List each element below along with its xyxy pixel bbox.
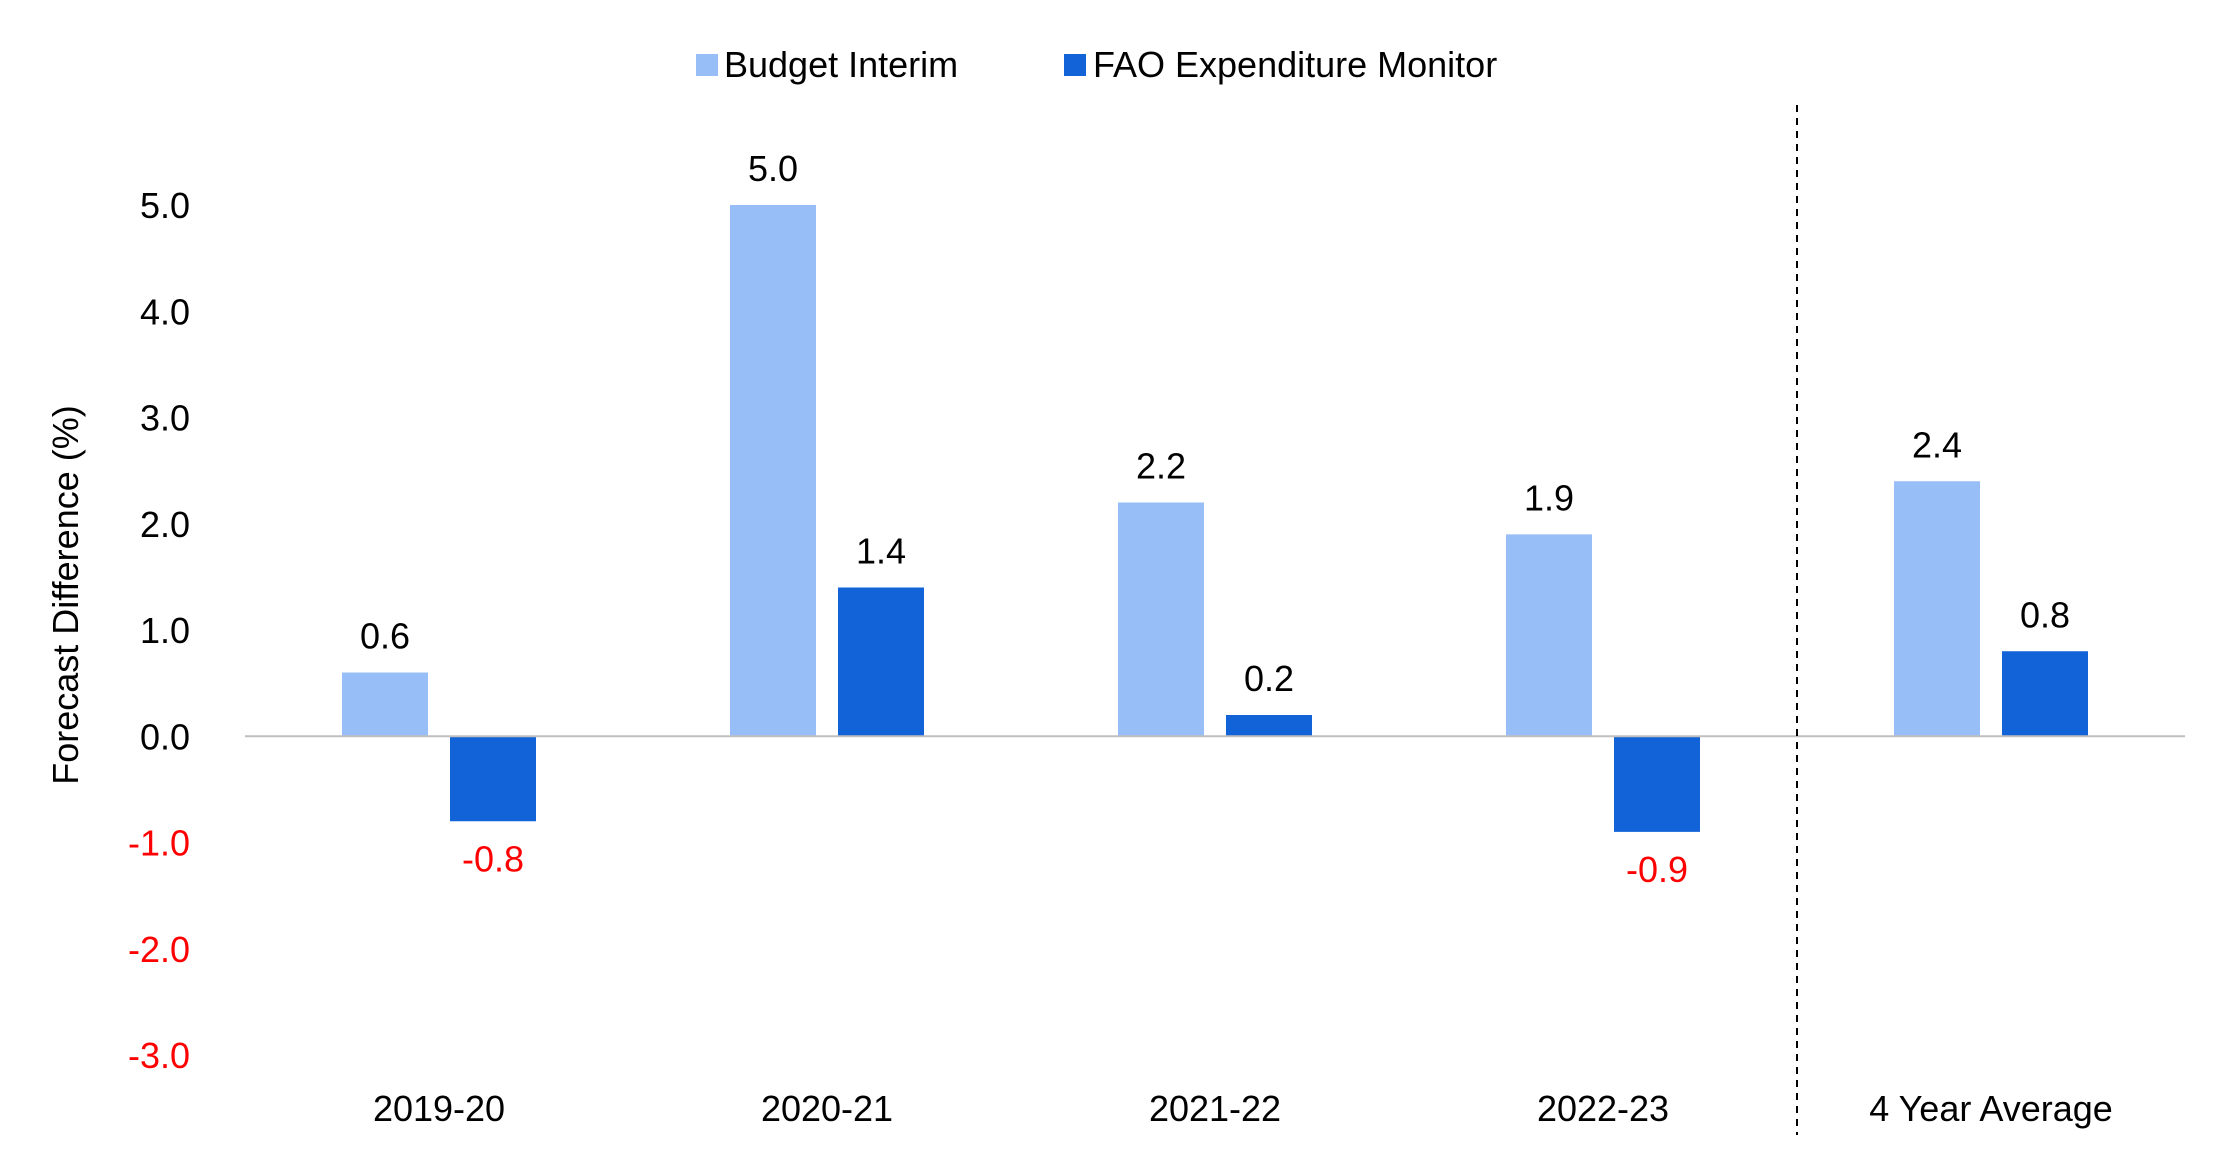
legend-label-2: FAO Expenditure Monitor (1093, 44, 1497, 85)
legend: Budget Interim FAO Expenditure Monitor (696, 44, 1497, 85)
bar-s2-2019-20 (450, 736, 536, 822)
y-axis-ticks: 5.0 4.0 3.0 2.0 1.0 0.0 -1.0 -2.0 -3.0 (128, 185, 190, 1076)
bars (342, 205, 2088, 832)
data-label: 5.0 (748, 148, 798, 189)
data-label: 2.4 (1912, 424, 1962, 465)
y-tick-label: 4.0 (140, 291, 190, 332)
data-labels: 0.6 5.0 2.2 1.9 2.4 -0.8 1.4 0.2 -0.9 0.8 (360, 148, 2070, 890)
y-axis-title: Forecast Difference (%) (45, 405, 86, 784)
data-label: -0.8 (462, 838, 524, 879)
bar-s1-2022-23 (1506, 534, 1592, 737)
legend-swatch-1 (696, 54, 718, 76)
x-tick-label: 2020-21 (761, 1088, 893, 1129)
bar-s1-4-year-average (1894, 481, 1980, 737)
bar-s1-2020-21 (730, 205, 816, 737)
bar-s2-2020-21 (838, 587, 924, 737)
y-tick-label: -2.0 (128, 929, 190, 970)
data-label: 0.6 (360, 616, 410, 657)
x-tick-label: 2019-20 (373, 1088, 505, 1129)
legend-swatch-2 (1064, 54, 1086, 76)
data-label: 2.2 (1136, 446, 1186, 487)
x-tick-label: 2021-22 (1149, 1088, 1281, 1129)
bar-s2-2022-23 (1614, 736, 1700, 832)
y-axis-title-group: Forecast Difference (%) (45, 405, 86, 784)
bar-s2-4-year-average (2002, 651, 2088, 737)
y-tick-label: 3.0 (140, 398, 190, 439)
y-tick-label: 2.0 (140, 504, 190, 545)
x-tick-label: 4 Year Average (1869, 1088, 2113, 1129)
data-label: 1.9 (1524, 477, 1574, 518)
y-tick-label: 5.0 (140, 185, 190, 226)
data-label: 0.8 (2020, 594, 2070, 635)
y-tick-label: -1.0 (128, 823, 190, 864)
bar-s1-2021-22 (1118, 502, 1204, 737)
y-tick-label: 0.0 (140, 716, 190, 757)
data-label: 0.2 (1244, 658, 1294, 699)
data-label: 1.4 (856, 531, 906, 572)
legend-label-1: Budget Interim (724, 44, 958, 85)
bar-s2-2021-22 (1226, 715, 1312, 737)
x-axis-ticks: 2019-20 2020-21 2021-22 2022-23 4 Year Avera… (373, 1088, 2113, 1129)
y-tick-label: 1.0 (140, 610, 190, 651)
data-label: -0.9 (1626, 849, 1688, 890)
bar-s1-2019-20 (342, 672, 428, 737)
x-tick-label: 2022-23 (1537, 1088, 1669, 1129)
y-tick-label: -3.0 (128, 1035, 190, 1076)
